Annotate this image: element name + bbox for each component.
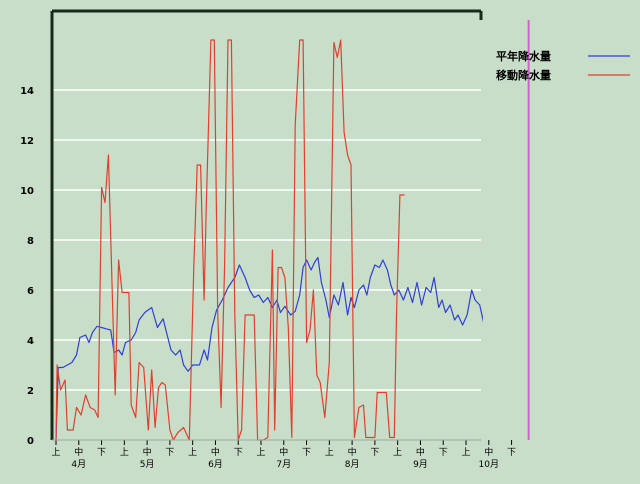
x-tick-label: 上 xyxy=(325,447,334,458)
y-tick-label: 14 xyxy=(20,86,34,97)
x-tick-label: 下 xyxy=(234,448,243,458)
x-tick-label: 上 xyxy=(120,447,129,458)
x-tick-label: 上 xyxy=(51,447,60,458)
y-tick-label: 12 xyxy=(20,136,34,147)
x-tick-label: 上 xyxy=(393,447,402,458)
x-tick-label: 中 xyxy=(484,446,493,458)
x-axis-ticks: 上 中 下 上 中 下 上 中 下 上 中 下 上 中 下 上 中 下 上 中 下 4月 5月 6月 7月 8月 9月 10月 xyxy=(51,440,516,470)
series-line-1 xyxy=(55,256,483,441)
x-tick-label: 下 xyxy=(302,448,311,458)
legend-label-1: 平年降水量 xyxy=(496,49,551,63)
series-line-2 xyxy=(55,39,405,441)
x-tick-label: 中 xyxy=(416,446,425,458)
month-label: 9月 xyxy=(413,459,428,470)
month-label: 5月 xyxy=(140,459,155,470)
y-tick-label: 8 xyxy=(27,236,34,247)
month-label: 10月 xyxy=(479,459,499,470)
month-label: 7月 xyxy=(276,459,291,470)
x-tick-label: 中 xyxy=(74,446,83,458)
x-tick-label: 上 xyxy=(188,447,197,458)
x-tick-label: 中 xyxy=(143,446,152,458)
x-tick-label: 下 xyxy=(439,448,448,458)
x-tick-label: 下 xyxy=(97,448,106,458)
x-tick-label: 中 xyxy=(279,446,288,458)
y-tick-label: 0 xyxy=(27,436,34,447)
x-tick-label: 下 xyxy=(507,448,516,458)
legend-label-2: 移動降水量 xyxy=(496,68,551,82)
x-tick-label: 中 xyxy=(211,446,220,458)
series-lines xyxy=(55,20,530,441)
x-tick-label: 下 xyxy=(370,448,379,458)
x-tick-label: 下 xyxy=(165,448,174,458)
month-label: 8月 xyxy=(345,459,360,470)
grid-lines xyxy=(52,89,481,391)
y-axis-ticks: 0 2 4 6 8 10 12 14 xyxy=(20,86,34,447)
month-label: 4月 xyxy=(71,459,86,470)
y-tick-label: 6 xyxy=(27,286,34,297)
chart-frame xyxy=(50,9,483,441)
x-tick-label: 上 xyxy=(461,447,470,458)
y-tick-label: 10 xyxy=(20,186,34,197)
y-tick-label: 4 xyxy=(27,336,34,347)
y-tick-label: 2 xyxy=(27,386,34,397)
month-label: 6月 xyxy=(208,459,223,470)
x-tick-label: 上 xyxy=(256,447,265,458)
x-tick-label: 中 xyxy=(348,446,357,458)
